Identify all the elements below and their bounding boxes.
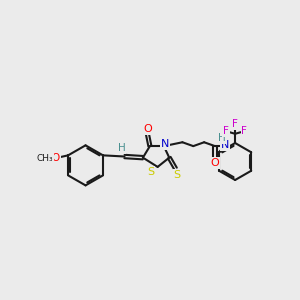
Text: F: F (242, 127, 248, 136)
Text: S: S (147, 167, 154, 176)
Text: H: H (218, 134, 226, 143)
Text: F: F (223, 127, 229, 136)
Text: O: O (143, 124, 152, 134)
Text: CH₃: CH₃ (37, 154, 53, 163)
Text: N: N (160, 139, 169, 149)
Text: H: H (118, 143, 125, 153)
Text: N: N (221, 140, 229, 150)
Text: S: S (173, 169, 181, 180)
Text: F: F (232, 119, 238, 129)
Text: O: O (211, 158, 219, 168)
Text: O: O (52, 153, 60, 164)
